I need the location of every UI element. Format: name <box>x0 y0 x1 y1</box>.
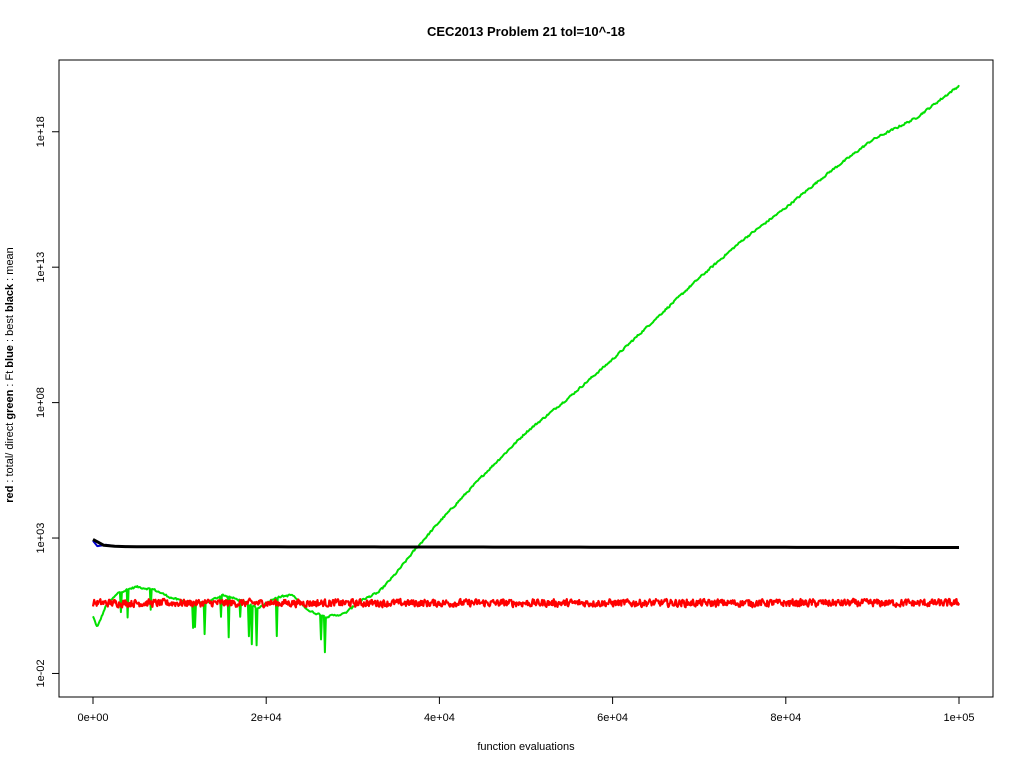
y-axis-label-part: red <box>4 486 16 503</box>
y-axis-label-part: : total/ direct <box>4 420 16 486</box>
x-tick-label: 2e+04 <box>251 712 282 724</box>
y-axis-label-part: blue <box>4 345 16 368</box>
series-layer <box>91 84 961 654</box>
x-axis: 0e+00 2e+04 4e+04 6e+04 8e+04 1e+05 <box>78 696 975 724</box>
y-axis-label-part: black <box>4 283 16 312</box>
y-tick-label: 1e+08 <box>35 387 47 418</box>
series-line-green <box>92 84 960 654</box>
y-axis-label: red : total/ direct green : Ft blue : be… <box>4 247 16 503</box>
y-tick-label: 1e-02 <box>35 659 47 687</box>
y-tick-label: 1e+13 <box>35 252 47 283</box>
y-tick-label: 1e+18 <box>35 116 47 147</box>
series-line-black <box>92 538 959 549</box>
series-line-red <box>91 597 961 609</box>
y-axis-label-part: : Ft <box>4 368 16 390</box>
y-tick-label: 1e+03 <box>35 523 47 554</box>
x-tick-label: 8e+04 <box>770 712 801 724</box>
x-tick-label: 1e+05 <box>944 712 975 724</box>
x-tick-label: 0e+00 <box>78 712 109 724</box>
x-tick-label: 6e+04 <box>597 712 628 724</box>
y-axis-label-part: green <box>4 389 16 419</box>
y-axis: 1e-02 1e+03 1e+08 1e+13 1e+18 <box>35 116 60 688</box>
y-axis-label-part: : mean <box>4 247 16 284</box>
chart-title: CEC2013 Problem 21 tol=10^-18 <box>427 24 625 39</box>
x-tick-label: 4e+04 <box>424 712 455 724</box>
x-axis-label: function evaluations <box>477 741 575 753</box>
y-axis-label-part: : best <box>4 312 16 345</box>
